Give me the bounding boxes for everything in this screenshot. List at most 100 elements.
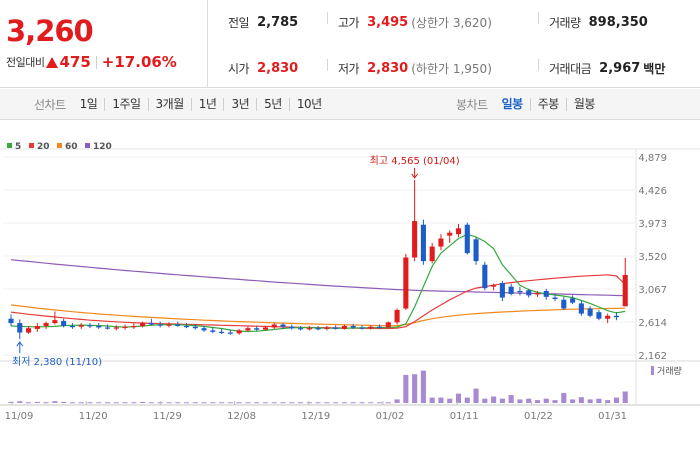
volume-bar [131,402,137,404]
moving-averages [10,233,626,333]
candle-body [429,246,435,262]
y-tick-label: 2,614 [638,318,667,329]
candle-body [403,257,409,309]
candle-body [280,324,286,327]
high-value: 3,495 [367,14,409,30]
volume-bar [482,398,488,403]
volume-bar [254,402,260,404]
x-tick-label: 12/08 [227,411,256,422]
volume-bar [376,402,383,404]
volume-bar [385,402,391,404]
volume-bar [245,402,251,404]
volume-value: 898,350 [588,14,648,30]
max-price-annotation: 최고 4,565 (01/04) [370,155,460,167]
candle-body [412,221,418,258]
tab-1year[interactable]: 1년 [190,98,224,111]
candle-body [183,325,190,328]
volume-bar [534,400,541,403]
tab-10year[interactable]: 10년 [288,98,329,111]
x-tick-label: 01/31 [598,411,627,422]
chart-annotations: 거래량 최고 4,565 (01/04) 최저 2,380 (11/10) [12,155,682,377]
volume-bar [113,402,119,404]
x-tick-label: 01/02 [376,411,405,422]
candle-body [464,224,470,254]
change-percent: +17.06% [101,53,177,71]
candle-body [447,232,453,236]
low-stat: 저가 2,830 (하한가 1,950) [338,59,492,77]
candle-body [455,228,462,235]
ma60-line [10,304,626,327]
volume-bar [262,402,269,404]
candle-body [438,238,444,247]
candle-body [78,325,84,327]
quote-summary: 3,260 전일대비 475 +17.06% 전일 2,785 고가 3,495… [0,0,700,88]
candle-body [526,290,532,296]
change-divider [95,55,97,69]
candle-body [262,327,269,330]
volume-bar [613,397,619,403]
candle-body [394,309,400,323]
volume-bar [61,401,67,403]
volume-bar [412,374,418,403]
candle-body [605,315,611,319]
candle-body [350,325,356,328]
change-value: 475 [59,53,91,71]
open-stat: 시가 2,830 [228,59,298,77]
turnover-value: 2,967 [599,60,641,76]
candle-body [43,323,49,326]
volume-bar [561,392,567,403]
tab-weekly[interactable]: 주봉 [529,98,566,111]
y-tick-label: 3,520 [638,252,667,263]
candle-body [122,326,128,328]
x-tick-label: 12/19 [301,411,330,422]
ma5-line [10,233,626,333]
volume-bar [52,401,58,403]
volume-bar [17,401,23,403]
stock-chart: 5 20 60 120 4,879 4,426 3,973 3,520 3,067 2,614 2… [0,121,700,450]
tab-1day[interactable]: 1일 [79,97,98,111]
volume-bar [280,402,286,404]
candles [8,179,628,340]
candle-body [596,312,602,319]
chart-axes: 4,879 4,426 3,973 3,520 3,067 2,614 2,162 11/09… [5,153,667,422]
line-chart-title: 선차트 [34,98,66,112]
volume-bar [227,402,233,404]
volume-bar [122,402,128,404]
current-price: 3,260 [6,14,94,48]
candle-body [192,326,198,329]
volume-bar [499,398,505,403]
stat-divider [538,12,539,24]
volume-bar [447,398,453,403]
tab-3year[interactable]: 3년 [223,98,256,111]
candle-body [157,324,163,326]
candle-body [508,286,514,294]
candle-body [201,328,207,331]
max-arrow-head-icon [411,173,419,179]
volume-bar [491,396,497,403]
candle-body [578,303,584,314]
candle-body [368,326,374,329]
tab-3month[interactable]: 3개월 [147,98,191,111]
open-label: 시가 [228,61,250,76]
volume-label: 거래량 [549,15,581,30]
candle-body [359,327,365,329]
tab-5year[interactable]: 5년 [256,98,289,111]
candle-body [8,318,14,324]
tab-daily[interactable]: 일봉 [501,97,524,111]
legend-label: 120 [93,142,112,152]
candle-body [420,224,426,262]
up-arrow-icon [46,56,59,68]
volume-bar [34,401,40,403]
turnover-unit: 백만 [643,61,666,76]
volume-bar [306,402,312,404]
volume-bar [438,397,444,403]
volume-bar [324,402,330,404]
tab-1week[interactable]: 1주일 [104,98,147,111]
prev-close-stat: 전일 2,785 [228,13,298,31]
candle-body [104,327,111,329]
candle-body [166,324,172,326]
volume-bar [271,402,277,404]
turnover-label: 거래대금 [549,61,592,76]
tab-monthly[interactable]: 월봉 [565,98,602,111]
volume-bar [394,399,400,403]
